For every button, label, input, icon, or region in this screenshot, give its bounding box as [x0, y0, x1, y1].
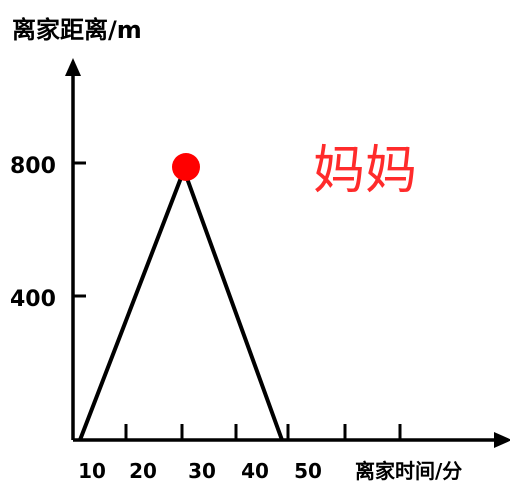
- x-tick-label: 50: [294, 459, 322, 483]
- x-tick-label: 10: [78, 459, 106, 483]
- y-axis-label: 离家距离/m: [12, 16, 142, 44]
- y-axis-arrow-icon: [65, 58, 81, 76]
- x-axis-arrow-icon: [494, 432, 510, 448]
- y-tick-label: 800: [10, 154, 56, 179]
- x-tick-label: 30: [188, 459, 216, 483]
- x-axis-label: 离家时间/分: [355, 459, 462, 483]
- x-tick-label: 40: [241, 459, 269, 483]
- series-line: [78, 168, 284, 441]
- peak-marker: [172, 153, 200, 181]
- x-tick-label: 20: [129, 459, 157, 483]
- annotation-label: 妈妈: [313, 141, 418, 201]
- y-tick-label: 400: [10, 287, 56, 312]
